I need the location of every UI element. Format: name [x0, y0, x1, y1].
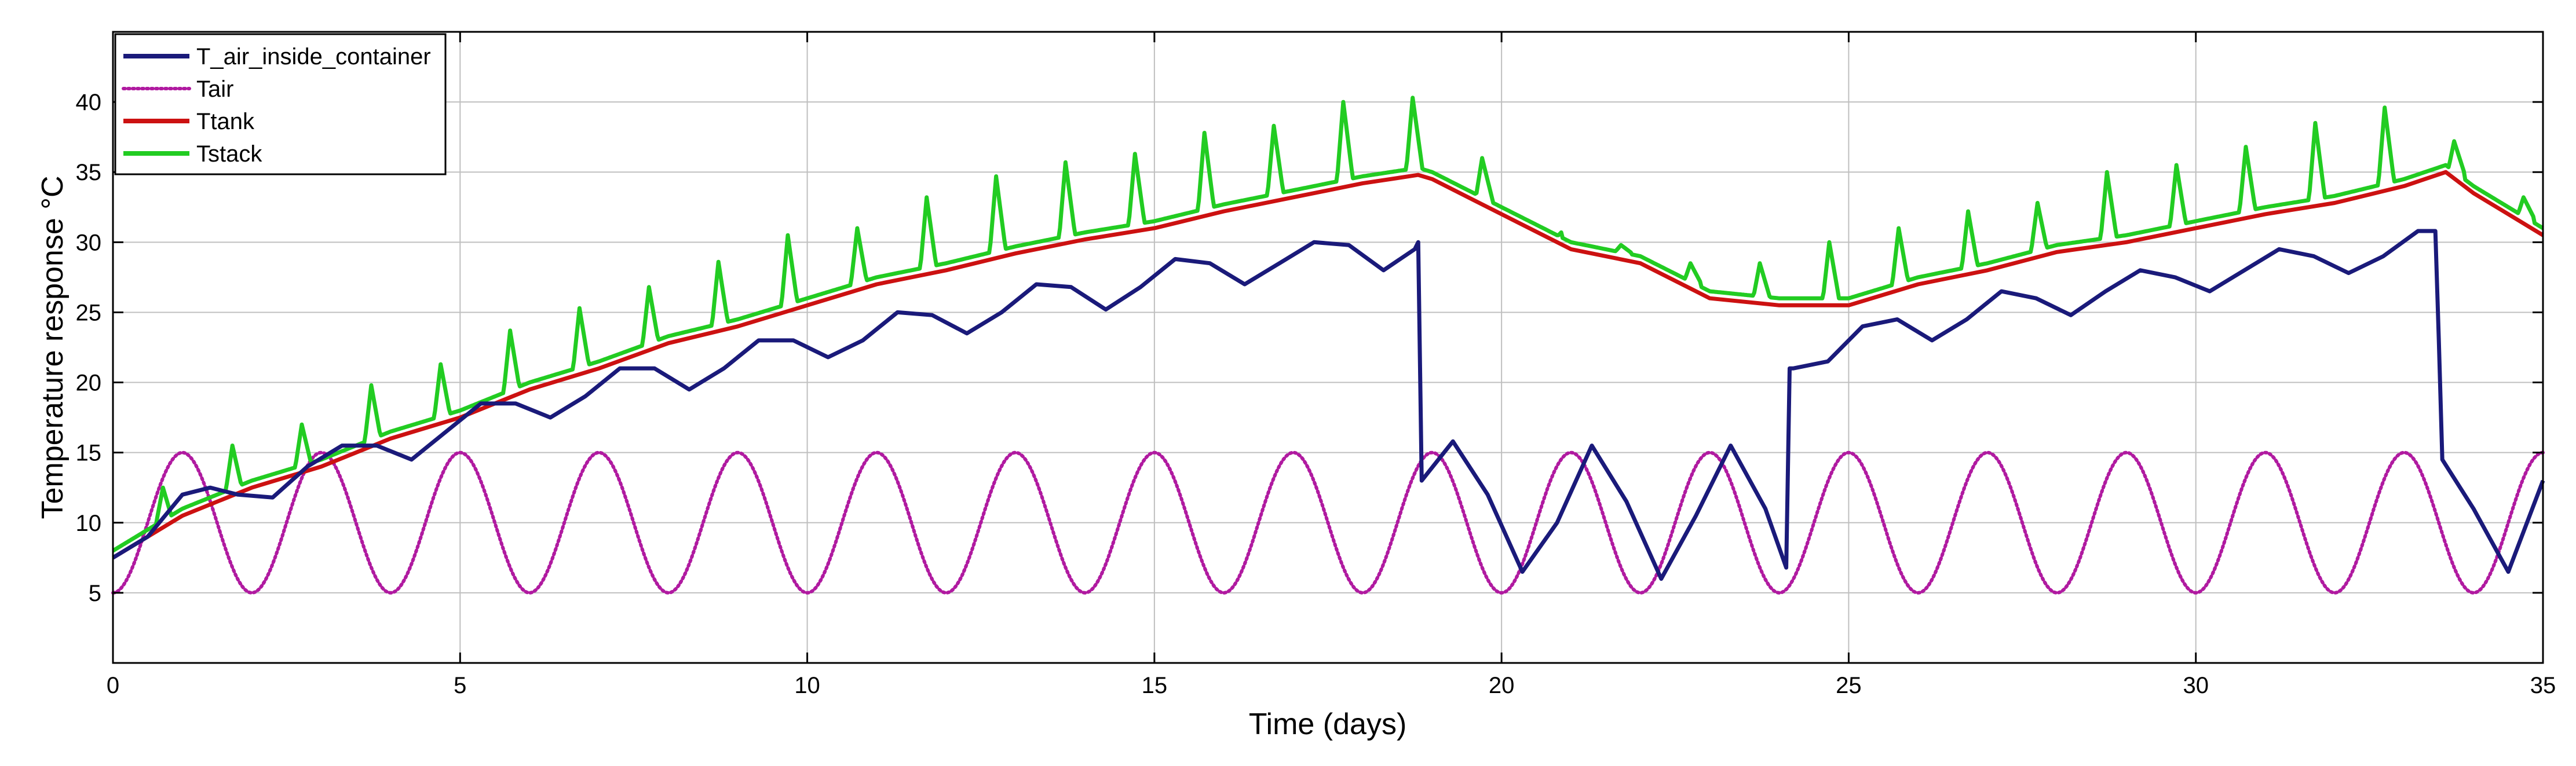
y-tick-label: 40	[76, 90, 102, 115]
series-line-tair	[111, 450, 2545, 595]
x-tick-label: 15	[1142, 673, 1168, 698]
x-tick-label: 30	[2183, 673, 2209, 698]
series-layer	[111, 96, 2545, 595]
series-line-ttank	[112, 170, 2544, 560]
x-axis-label: Time (days)	[1249, 708, 1407, 741]
y-tick-label: 35	[76, 160, 102, 185]
legend-label: Tstack	[196, 141, 262, 167]
y-tick-label: 30	[76, 230, 102, 255]
x-tick-label: 5	[454, 673, 466, 698]
legend-label: Ttank	[196, 109, 255, 134]
y-tick-label: 25	[76, 300, 102, 325]
series-line-tstack	[112, 96, 2544, 553]
x-tick-label: 0	[107, 673, 119, 698]
plot-area	[113, 32, 2543, 663]
legend-label: T_air_inside_container	[196, 44, 431, 69]
legend: T_air_inside_container Tair Ttank Tstack	[114, 33, 447, 175]
x-tick-label: 20	[1489, 673, 1515, 698]
series-line-t-air-inside-container	[112, 229, 2545, 581]
x-tick-label: 35	[2530, 673, 2556, 698]
y-tick-label: 15	[76, 441, 102, 466]
x-tick-label: 10	[794, 673, 820, 698]
y-tick-label: 10	[76, 511, 102, 536]
y-tick-label: 20	[76, 371, 102, 396]
legend-label: Tair	[196, 76, 233, 102]
x-tick-label: 25	[1836, 673, 1862, 698]
y-tick-label: 5	[89, 581, 101, 606]
y-axis-label: Temperature response °C	[36, 175, 70, 519]
plot-frame	[112, 31, 2544, 664]
axis-ticks: 0 5 10 15 20 25 30 35 5 10 15 20 25 30 35 40	[76, 32, 2556, 698]
